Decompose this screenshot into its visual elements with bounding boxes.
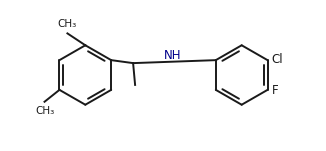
Text: CH₃: CH₃ xyxy=(35,106,54,116)
Text: NH: NH xyxy=(164,49,181,62)
Text: Cl: Cl xyxy=(272,53,283,66)
Text: CH₃: CH₃ xyxy=(58,19,77,29)
Text: F: F xyxy=(272,84,278,97)
